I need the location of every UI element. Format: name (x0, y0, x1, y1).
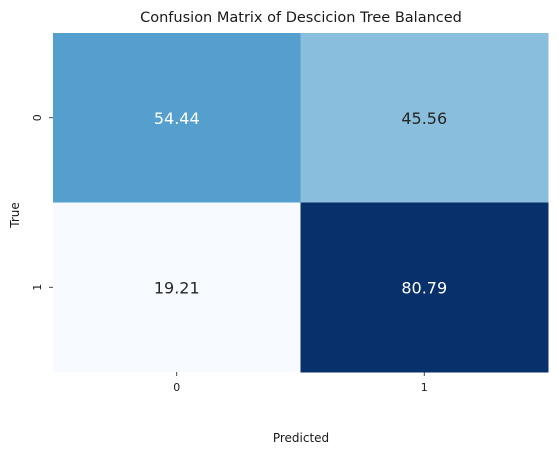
chart-title: Confusion Matrix of Descicion Tree Balan… (140, 10, 462, 26)
heatmap-cell-1-1 (300, 202, 549, 373)
y-axis-label: True (8, 202, 22, 229)
heatmap-cells (53, 33, 549, 373)
heatmap-value-labels: 54.44 45.56 19.21 80.79 (154, 109, 447, 298)
heatmap-cell-1-0 (53, 202, 301, 373)
cell-value-label-0-0: 54.44 (154, 109, 200, 128)
heatmap-cell-0-0 (53, 33, 301, 203)
x-tick-label-1: 1 (421, 381, 428, 394)
y-tick-label-0: 0 (31, 114, 44, 121)
x-axis-label: Predicted (273, 431, 329, 445)
y-tick-label-1: 1 (31, 284, 44, 291)
y-axis-ticks: 01 (31, 114, 53, 291)
x-tick-label-0: 0 (173, 381, 180, 394)
cell-value-label-0-1: 45.56 (401, 109, 447, 128)
cell-value-label-1-0: 19.21 (154, 278, 200, 297)
cell-value-label-1-1: 80.79 (401, 278, 447, 297)
heatmap-cell-0-1 (300, 33, 549, 203)
